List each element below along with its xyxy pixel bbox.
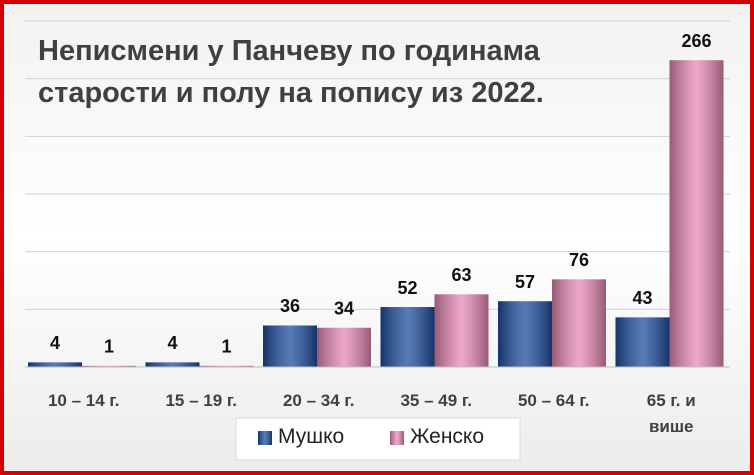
bar-shade (199, 365, 254, 367)
data-label: 63 (451, 265, 471, 285)
legend-label: Женско (410, 425, 485, 448)
data-label: 57 (515, 272, 535, 292)
bar-shade (669, 60, 724, 368)
x-tick-label: 65 г. и више (646, 391, 696, 436)
bar-shade (552, 279, 606, 367)
legend-box (235, 417, 521, 461)
legend-swatch-shade (258, 431, 272, 445)
bar-shade (145, 362, 200, 367)
legend-swatch-shade (390, 431, 404, 445)
x-tick-label: 50 – 64 г. (517, 391, 590, 410)
x-tick-label: 10 – 14 г. (47, 391, 120, 410)
bar-shade (434, 294, 489, 367)
bar-shade (317, 327, 371, 367)
data-label: 36 (280, 296, 300, 316)
bar-shade (82, 365, 136, 367)
bar-shade (615, 317, 670, 367)
x-tick-label: 20 – 34 г. (282, 391, 355, 410)
bar-shade (498, 301, 552, 367)
x-tick-label: 15 – 19 г. (165, 391, 238, 410)
data-label: 43 (632, 288, 652, 308)
bar-shade (28, 362, 82, 367)
data-label: 76 (569, 250, 589, 270)
data-label: 4 (50, 333, 60, 353)
x-tick-label: 35 – 49 г. (400, 391, 473, 410)
data-label: 4 (167, 333, 177, 353)
bar-shade (263, 325, 317, 367)
chart-title: Неписмени у Панчеву по годинама старости… (38, 35, 544, 109)
legend-label: Мушко (278, 425, 345, 448)
data-label: 34 (334, 299, 354, 319)
data-label: 266 (681, 31, 711, 51)
data-label: 52 (397, 278, 417, 298)
bar-shade (380, 307, 435, 367)
data-label: 1 (221, 337, 231, 357)
data-label: 1 (104, 337, 114, 357)
